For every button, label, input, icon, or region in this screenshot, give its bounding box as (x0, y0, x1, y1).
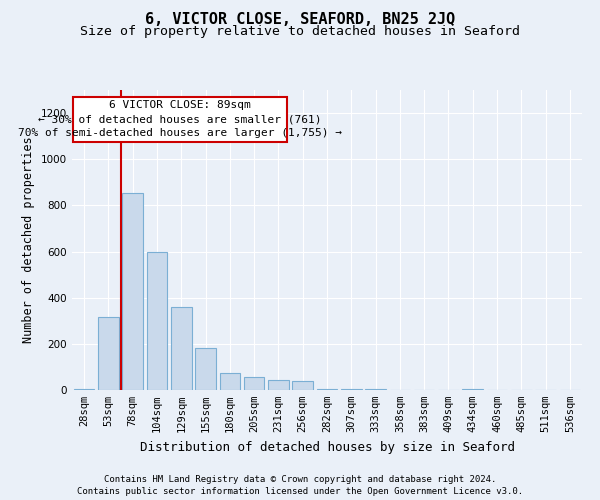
Text: 6 VICTOR CLOSE: 89sqm
← 30% of detached houses are smaller (761)
70% of semi-det: 6 VICTOR CLOSE: 89sqm ← 30% of detached … (18, 100, 342, 138)
Bar (146, 252, 167, 390)
Bar (365, 389, 386, 390)
Text: Contains public sector information licensed under the Open Government Licence v3: Contains public sector information licen… (77, 486, 523, 496)
Text: 6, VICTOR CLOSE, SEAFORD, BN25 2JQ: 6, VICTOR CLOSE, SEAFORD, BN25 2JQ (145, 12, 455, 28)
Bar (268, 380, 289, 390)
Bar (463, 389, 483, 390)
Bar (122, 192, 143, 390)
Text: Size of property relative to detached houses in Seaford: Size of property relative to detached ho… (80, 25, 520, 38)
Bar (98, 318, 119, 390)
Text: Contains HM Land Registry data © Crown copyright and database right 2024.: Contains HM Land Registry data © Crown c… (104, 476, 496, 484)
Bar (341, 389, 362, 390)
X-axis label: Distribution of detached houses by size in Seaford: Distribution of detached houses by size … (139, 440, 515, 454)
Bar (195, 348, 216, 390)
Y-axis label: Number of detached properties: Number of detached properties (22, 136, 35, 344)
Bar (220, 372, 240, 390)
Bar (171, 307, 191, 390)
Bar (244, 378, 265, 390)
Bar (317, 389, 337, 390)
FancyBboxPatch shape (73, 97, 287, 142)
Bar (292, 381, 313, 390)
